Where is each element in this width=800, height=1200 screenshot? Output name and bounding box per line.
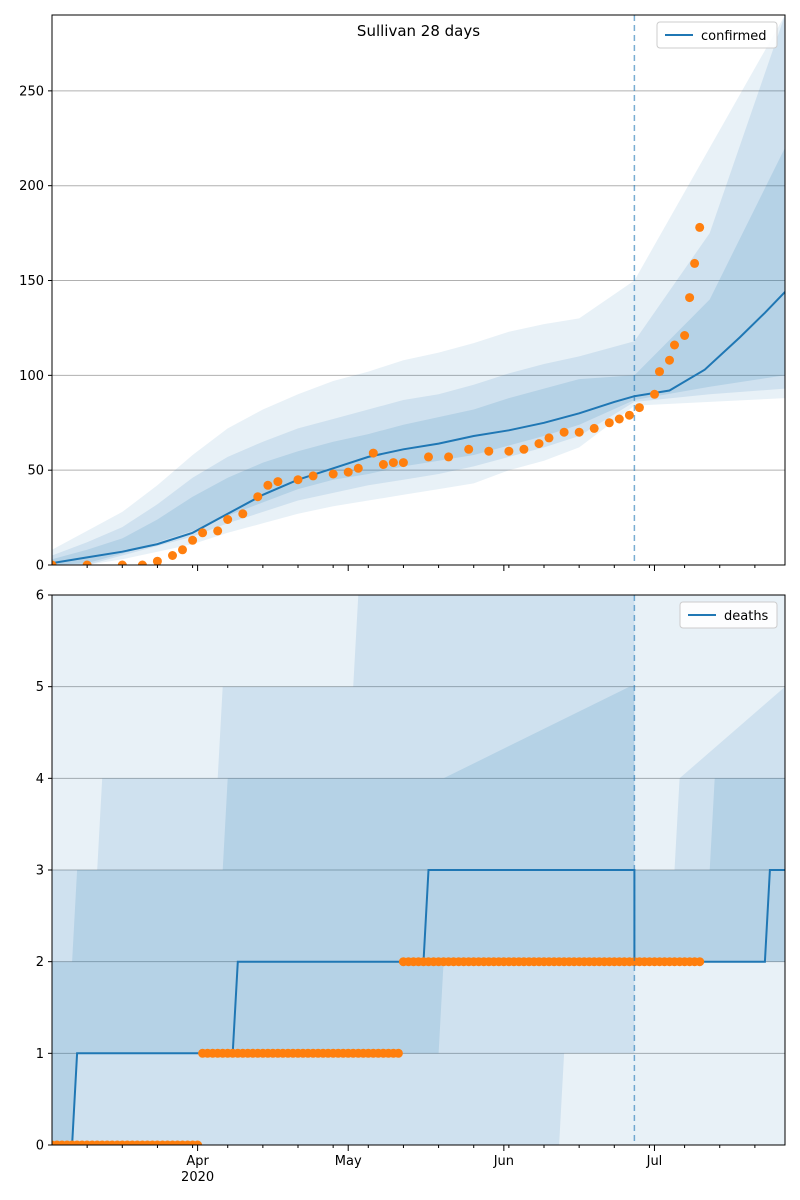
data-point [263,480,273,490]
x-tick-label: Apr [186,1154,209,1169]
y-tick-label: 200 [19,179,44,194]
data-point [504,446,514,456]
uncertainty-band [52,15,785,565]
y-tick-label: 6 [36,589,44,604]
data-point [519,444,529,454]
data-point [117,560,127,565]
data-point [544,433,554,443]
data-point [680,331,690,340]
y-tick-label: 4 [36,772,44,787]
data-point [624,410,634,420]
data-point [137,560,147,565]
data-point [273,477,283,487]
data-point [328,469,338,479]
x-tick-label: May [335,1154,362,1169]
confirmed-panel: 0 50 100 150 200 250 Sullivan 28 days confirmed [19,14,786,574]
data-point [223,515,233,524]
data-point [398,458,408,468]
data-point [695,222,705,232]
plot-area [52,595,785,1145]
y-tick-label: 0 [36,1139,44,1154]
uncertainty-band [52,686,785,1145]
data-point [198,528,208,538]
data-point [424,452,433,462]
data-point [293,475,303,485]
legend-box [679,601,778,629]
y-tick-label: 3 [36,864,44,879]
data-point [368,448,378,458]
series-line [52,869,785,1145]
axes-frame [51,14,786,566]
data-point [343,467,353,477]
data-point [559,427,569,437]
data-point [238,509,248,519]
legend-label: confirmed [701,29,767,44]
plot-area [52,15,785,565]
y-tick-label: 2 [36,955,44,970]
y-tick-label: 250 [19,84,44,99]
data-point [695,957,705,967]
data-point [534,439,544,449]
data-point [393,1048,403,1058]
data-point [685,293,695,303]
y-tick-label: 100 [19,369,44,384]
x-tick-sublabel: 2020 [181,1170,214,1185]
data-point [464,444,474,454]
data-point [213,526,223,536]
data-point [152,556,162,565]
y-tick-label: 0 [36,559,44,574]
data-point [665,355,674,365]
data-point [253,492,263,502]
x-tick-label: Jul [646,1154,663,1169]
uncertainty-band [52,15,785,565]
data-point [308,471,318,481]
data-point [484,446,494,456]
x-tick-label: Jun [493,1154,514,1169]
data-point [574,427,584,437]
data-point [614,414,624,424]
data-point [690,258,700,268]
legend-box [656,21,778,49]
y-tick-label: 50 [27,464,44,479]
data-point [650,389,659,399]
data-point [444,452,454,462]
legend-label: deaths [724,609,769,624]
data-point [589,423,599,433]
data-point [188,535,198,545]
data-point [604,418,614,428]
data-point [52,560,57,565]
data-point [378,460,388,469]
chart-title: Sullivan 28 days [357,22,480,40]
y-tick-label: 150 [19,274,44,289]
data-point [655,367,664,377]
y-tick-label: 5 [36,680,44,695]
y-tick-label: 1 [36,1047,44,1062]
series-line [52,291,785,565]
data-point [634,403,644,413]
data-point [82,560,92,565]
data-point [193,1140,203,1145]
data-point [670,340,679,350]
data-point [178,545,187,555]
data-point [388,458,398,468]
data-point [168,551,177,560]
data-point [353,463,363,473]
